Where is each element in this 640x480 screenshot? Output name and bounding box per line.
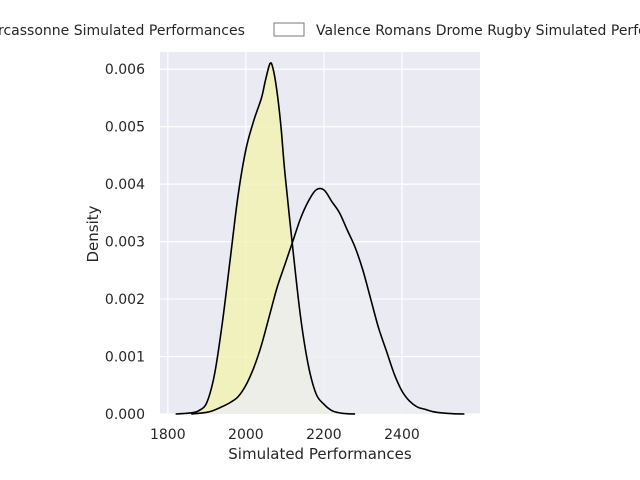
density-fill-carcassonne bbox=[175, 62, 356, 414]
legend-swatch-valence bbox=[273, 22, 305, 37]
density-line-valence bbox=[191, 187, 465, 415]
y-axis-ticks: 0.000 0.001 0.002 0.003 0.004 0.005 0.006 bbox=[105, 62, 145, 423]
x-tick-label: 1800 bbox=[150, 427, 186, 443]
density-fill-valence bbox=[191, 188, 465, 414]
y-tick-label: 0.003 bbox=[105, 235, 145, 251]
y-tick-label: 0.001 bbox=[105, 350, 145, 366]
density-series bbox=[175, 62, 465, 415]
x-tick-label: 2400 bbox=[384, 427, 420, 443]
x-tick-label: 2200 bbox=[306, 427, 342, 443]
y-axis-label: Density bbox=[84, 205, 102, 262]
y-tick-label: 0.005 bbox=[105, 120, 145, 136]
legend-label-carcassonne: rcassonne Simulated Performances bbox=[0, 23, 245, 39]
legend: rcassonne Simulated Performances Valence… bbox=[0, 22, 640, 39]
y-tick-label: 0.000 bbox=[105, 407, 145, 423]
y-tick-label: 0.002 bbox=[105, 292, 145, 308]
x-axis-ticks: 1800 2000 2200 2400 bbox=[150, 427, 420, 443]
density-line-carcassonne bbox=[175, 62, 356, 415]
y-tick-label: 0.006 bbox=[105, 62, 145, 78]
x-axis-label: Simulated Performances bbox=[228, 445, 412, 463]
legend-label-valence: Valence Romans Drome Rugby Simulated Per… bbox=[316, 23, 640, 39]
x-tick-label: 2000 bbox=[228, 427, 264, 443]
y-tick-label: 0.004 bbox=[105, 177, 145, 193]
